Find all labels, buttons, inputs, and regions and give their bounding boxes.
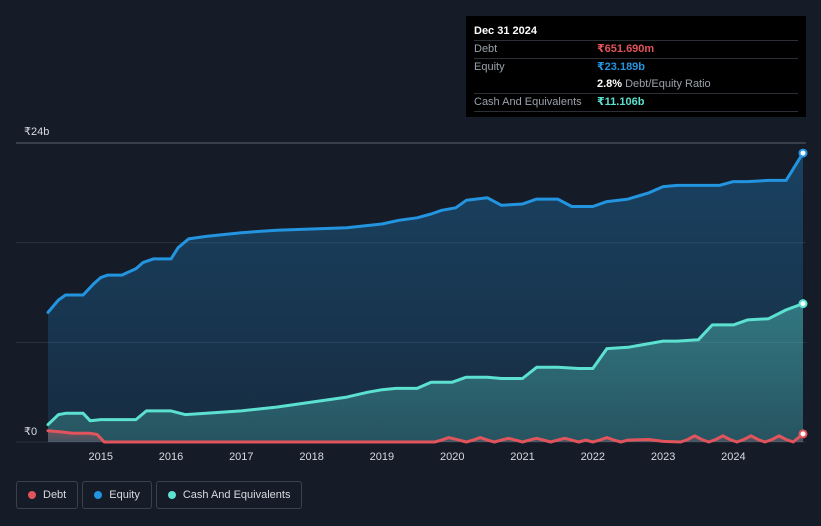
equity-line bbox=[46, 151, 805, 314]
cash-area bbox=[48, 303, 803, 442]
x-tick-label-2024: 2024 bbox=[721, 451, 745, 463]
tooltip-cash-label: Cash And Equivalents bbox=[474, 96, 582, 108]
debt-dot-icon bbox=[28, 491, 36, 499]
cash-line bbox=[46, 302, 805, 427]
tooltip-debt-value: ₹651.690m bbox=[597, 43, 655, 55]
tooltip-equity-row: Equity ₹23.189b bbox=[474, 58, 798, 76]
x-tick-label-2016: 2016 bbox=[159, 451, 183, 463]
x-tick-label-2018: 2018 bbox=[299, 451, 323, 463]
chart-legend: Debt Equity Cash And Equivalents bbox=[16, 481, 303, 509]
cash-dot-icon bbox=[167, 491, 176, 499]
tooltip-equity-value: ₹23.189b bbox=[597, 61, 646, 73]
tooltip-ratio-value: 2.8% bbox=[597, 78, 623, 90]
equity-endpoint-marker bbox=[798, 148, 808, 158]
data-tooltip: Dec 31 2024 Debt ₹651.690m Equity ₹23.18… bbox=[466, 16, 806, 117]
x-tick-label-2021: 2021 bbox=[510, 451, 534, 463]
debt-area bbox=[48, 430, 803, 442]
debt-endpoint-marker bbox=[798, 429, 808, 439]
tooltip-ratio-label: Debt/Equity Ratio bbox=[625, 78, 711, 90]
cash-endpoint-marker bbox=[798, 299, 808, 309]
tooltip-date: Dec 31 2024 bbox=[474, 25, 537, 37]
x-tick-label-2017: 2017 bbox=[229, 451, 253, 463]
legend-equity-label: Equity bbox=[109, 489, 140, 501]
tooltip-ratio-row: 2.8% Debt/Equity Ratio bbox=[474, 76, 798, 93]
x-tick-label-2023: 2023 bbox=[651, 451, 675, 463]
y-tick-label-top: ₹24b bbox=[24, 126, 50, 138]
tooltip-debt-row: Debt ₹651.690m bbox=[474, 40, 798, 58]
x-tick-label-2020: 2020 bbox=[440, 451, 464, 463]
tooltip-equity-label: Equity bbox=[474, 61, 505, 73]
tooltip-debt-label: Debt bbox=[474, 43, 498, 55]
x-tick-label-2015: 2015 bbox=[88, 451, 112, 463]
tooltip-cash-value: ₹11.106b bbox=[597, 96, 645, 108]
legend-cash-label: Cash And Equivalents bbox=[182, 489, 291, 501]
debt-line bbox=[46, 429, 805, 444]
legend-item-equity[interactable]: Equity bbox=[82, 481, 152, 509]
x-tick-label-2019: 2019 bbox=[370, 451, 394, 463]
legend-item-cash[interactable]: Cash And Equivalents bbox=[155, 481, 303, 509]
legend-item-debt[interactable]: Debt bbox=[16, 481, 79, 509]
legend-debt-label: Debt bbox=[43, 489, 67, 501]
tooltip-cash-row: Cash And Equivalents ₹11.106b bbox=[474, 93, 798, 111]
x-tick-label-2022: 2022 bbox=[581, 451, 605, 463]
y-tick-label-zero: ₹0 bbox=[24, 426, 38, 438]
equity-dot-icon bbox=[94, 491, 103, 499]
